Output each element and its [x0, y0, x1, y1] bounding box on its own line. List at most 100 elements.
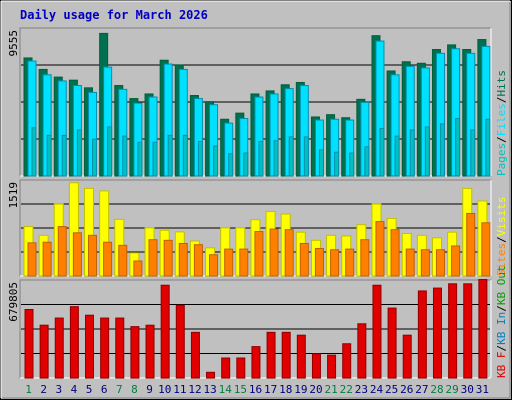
legend-item: KB F	[495, 352, 508, 379]
x-tick-label-day-24: 24	[370, 383, 384, 396]
legend-hits: Pages/Files/Hits	[495, 70, 508, 176]
bar-kb-f-day-24	[372, 284, 382, 379]
legend-separator: /	[495, 136, 508, 143]
bar-kb-f-day-2	[39, 324, 49, 379]
bar-pages-day-6	[107, 126, 113, 177]
x-axis-labels: 1 2 3 4 5 6 7 8 9 10 11 12 13 14 15 16 17 18 19 20 21 22 23 24 2…	[25, 383, 489, 396]
x-tick-label-day-2: 2	[40, 383, 47, 396]
x-tick-label-day-10: 10	[158, 383, 171, 396]
bar-sites-day-25	[390, 229, 400, 277]
chart-title: Daily usage for March 2026	[20, 8, 208, 22]
legend-item: KB Out	[495, 265, 508, 305]
bar-sites-day-3	[57, 226, 67, 277]
bar-sites-day-17	[269, 228, 279, 277]
bar-pages-day-10	[167, 134, 173, 177]
x-tick-label-day-29: 29	[446, 383, 459, 396]
bar-pages-day-1	[31, 127, 37, 177]
bar-sites-day-11	[178, 242, 188, 277]
bar-pages-day-25	[394, 135, 400, 177]
bar-sites-day-2	[42, 241, 52, 277]
bar-kb-f-day-18	[281, 331, 291, 379]
x-tick-label-day-1: 1	[25, 383, 32, 396]
bar-sites-day-29	[451, 245, 461, 277]
x-tick-label-day-7: 7	[116, 383, 123, 396]
bar-pages-day-15	[243, 152, 249, 177]
bar-pages-day-19	[303, 136, 309, 177]
legend-separator: /	[495, 305, 508, 312]
x-tick-label-day-5: 5	[86, 383, 93, 396]
bar-kb-f-day-9	[145, 324, 155, 379]
bar-sites-day-5	[88, 234, 98, 277]
bar-kb-f-day-3	[54, 317, 64, 379]
legend-visits: Sites/Visits	[495, 197, 508, 277]
x-tick-label-day-19: 19	[294, 383, 307, 396]
x-tick-label-day-20: 20	[309, 383, 322, 396]
bar-pages-day-13	[213, 145, 219, 177]
bar-kb-f-day-14	[221, 357, 231, 379]
bar-sites-day-20	[314, 247, 324, 277]
bar-kb-f-day-31	[478, 279, 488, 379]
bar-kb-f-day-10	[160, 284, 170, 379]
x-tick-label-day-18: 18	[279, 383, 292, 396]
bar-pages-day-22	[349, 152, 355, 177]
bar-kb-f-day-7	[115, 317, 125, 379]
bar-kb-f-day-13	[206, 371, 216, 379]
bar-pages-day-28	[439, 123, 445, 177]
x-tick-label-day-8: 8	[131, 383, 138, 396]
legend-separator: /	[495, 345, 508, 352]
bar-pages-day-3	[61, 134, 67, 177]
bar-pages-day-11	[182, 134, 188, 177]
bar-kb-f-day-26	[402, 334, 412, 379]
bar-kb-f-day-1	[24, 308, 34, 379]
bar-pages-day-30	[470, 129, 476, 177]
x-tick-label-day-17: 17	[264, 383, 277, 396]
x-tick-label-day-25: 25	[385, 383, 398, 396]
bar-sites-day-22	[345, 248, 355, 277]
bar-kb-f-day-29	[448, 283, 458, 379]
bar-kb-f-day-5	[85, 314, 95, 379]
bar-sites-day-30	[466, 212, 476, 277]
bar-sites-day-16	[254, 231, 264, 277]
x-tick-label-day-3: 3	[56, 383, 63, 396]
legend-item: Files	[495, 103, 508, 136]
bar-kb-f-day-12	[190, 331, 200, 379]
bar-kb-f-day-15	[236, 357, 246, 379]
bar-sites-day-6	[103, 241, 113, 277]
bar-pages-day-5	[92, 138, 98, 177]
x-tick-label-day-12: 12	[188, 383, 201, 396]
x-tick-label-day-6: 6	[101, 383, 108, 396]
bar-kb-f-day-30	[463, 283, 473, 379]
y-max-label: 679805	[7, 282, 20, 322]
bar-kb-f-day-4	[69, 306, 79, 379]
bar-sites-day-24	[375, 221, 385, 277]
x-tick-label-day-31: 31	[476, 383, 489, 396]
bar-kb-f-day-8	[130, 326, 140, 379]
legend-separator: /	[495, 236, 508, 243]
bar-pages-day-8	[137, 141, 143, 177]
bar-sites-day-13	[209, 254, 219, 277]
bar-pages-day-2	[46, 134, 52, 177]
x-tick-label-day-9: 9	[146, 383, 153, 396]
legend-item: Pages	[495, 143, 508, 176]
x-tick-label-day-13: 13	[203, 383, 216, 396]
bar-kb-f-day-25	[387, 307, 397, 379]
bar-kb-f-day-20	[311, 353, 321, 379]
bar-kb-f-day-6	[100, 317, 110, 379]
bar-kb-f-day-19	[296, 334, 306, 379]
x-tick-label-day-23: 23	[355, 383, 368, 396]
legend-item: Visits	[495, 197, 508, 237]
bar-sites-day-23	[360, 239, 370, 277]
x-tick-label-day-21: 21	[325, 383, 338, 396]
bar-kb-f-day-16	[251, 346, 261, 379]
bar-pages-day-4	[76, 129, 82, 177]
bar-pages-day-17	[273, 140, 279, 177]
bar-pages-day-23	[364, 146, 370, 177]
bar-sites-day-26	[405, 248, 415, 277]
bar-pages-day-20	[318, 149, 324, 177]
legend-separator: /	[495, 97, 508, 104]
bar-pages-day-12	[197, 140, 203, 177]
bar-sites-day-31	[481, 222, 491, 277]
